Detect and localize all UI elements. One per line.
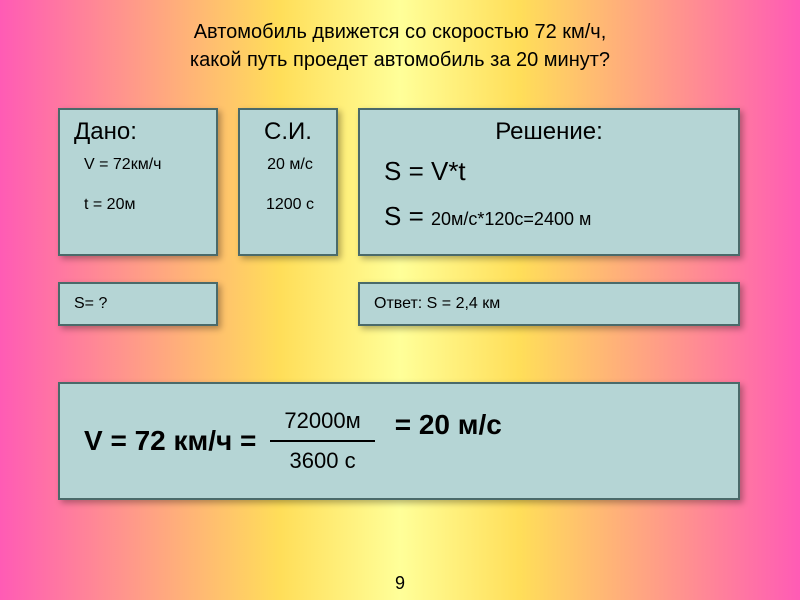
unknown-box: S= ? <box>58 282 218 326</box>
convert-denominator: 3600 с <box>276 442 370 480</box>
si-box: С.И. 20 м/с 1200 с <box>238 108 338 256</box>
given-velocity: V = 72км/ч <box>84 156 202 174</box>
convert-result: = 20 м/с <box>395 409 502 441</box>
si-time: 1200 с <box>258 196 322 214</box>
given-heading: Дано: <box>74 118 202 146</box>
convert-fraction: 72000м 3600 с <box>270 402 374 480</box>
unknown-text: S= ? <box>74 295 107 313</box>
answer-text: Ответ: S = 2,4 км <box>374 295 500 313</box>
given-time: t = 20м <box>84 196 202 214</box>
page-number: 9 <box>395 573 405 594</box>
answer-box: Ответ: S = 2,4 км <box>358 282 740 326</box>
problem-title: Автомобиль движется со скоростью 72 км/ч… <box>0 0 800 74</box>
formula-2: S = 20м/с*120с=2400 м <box>384 201 724 232</box>
solution-heading: Решение: <box>374 118 724 146</box>
si-velocity: 20 м/с <box>258 156 322 174</box>
solution-box: Решение: S = V*t S = 20м/с*120с=2400 м <box>358 108 740 256</box>
convert-numerator: 72000м <box>270 402 374 442</box>
conversion-box: V = 72 км/ч = 72000м 3600 с = 20 м/с <box>58 382 740 500</box>
given-box: Дано: V = 72км/ч t = 20м <box>58 108 218 256</box>
formula-2-calc: 20м/с*120с=2400 м <box>431 209 591 229</box>
title-line-2: какой путь проедет автомобиль за 20 мину… <box>0 46 800 74</box>
si-heading: С.И. <box>254 118 322 146</box>
formula-1: S = V*t <box>384 156 724 187</box>
title-line-1: Автомобиль движется со скоростью 72 км/ч… <box>0 18 800 46</box>
convert-left: V = 72 км/ч = <box>84 425 256 457</box>
formula-2-main: S = <box>384 201 431 231</box>
